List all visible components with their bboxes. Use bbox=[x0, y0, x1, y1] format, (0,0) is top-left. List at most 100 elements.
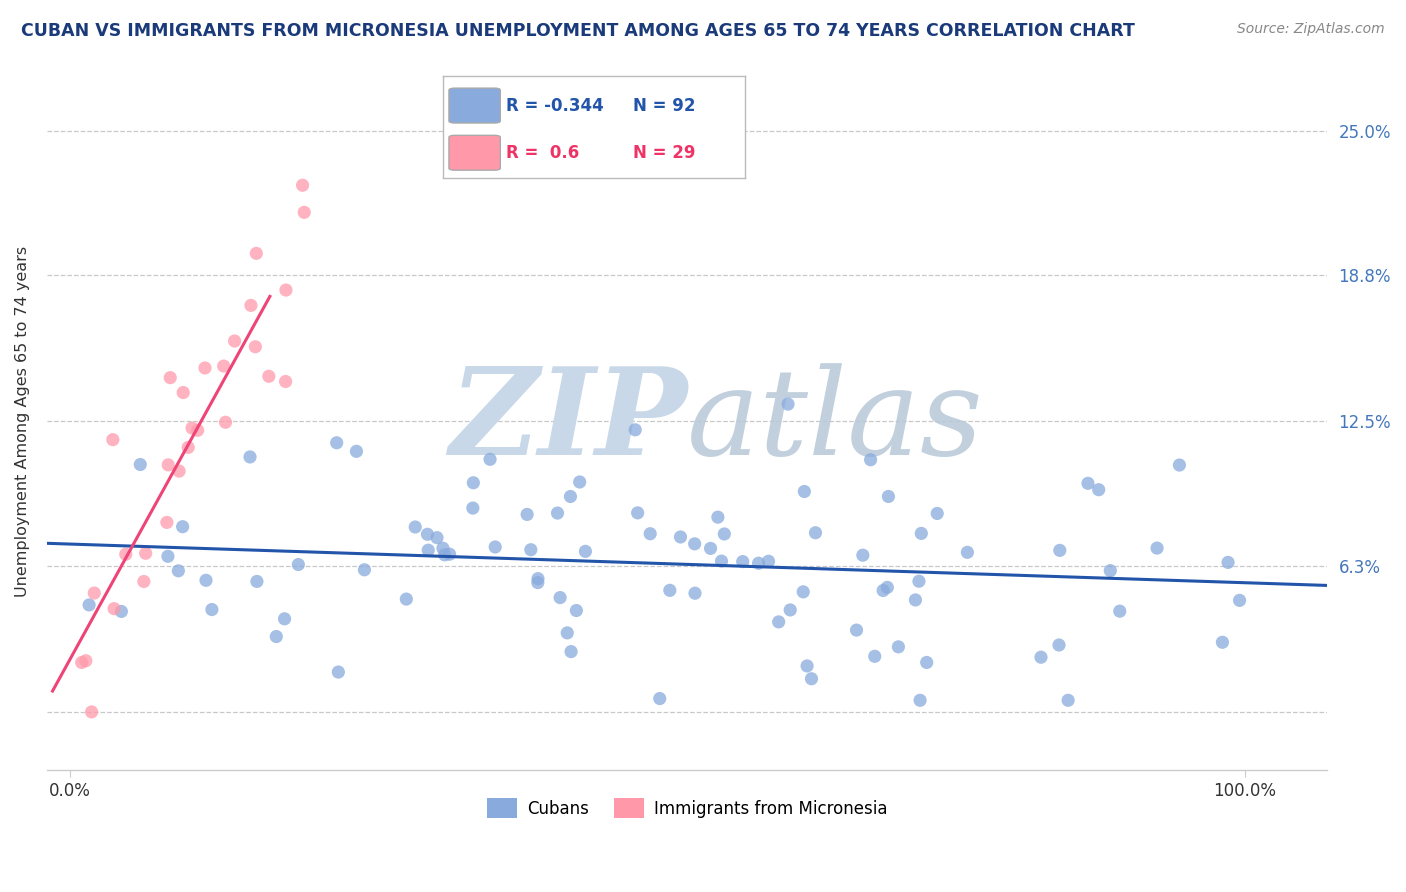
Point bbox=[1216, 555, 1239, 569]
Point bbox=[768, 615, 790, 629]
Point bbox=[101, 433, 124, 447]
Text: atlas: atlas bbox=[688, 363, 984, 480]
Point bbox=[463, 475, 485, 490]
Point bbox=[353, 563, 375, 577]
Point bbox=[80, 705, 103, 719]
Point bbox=[516, 508, 538, 522]
Text: R =  0.6: R = 0.6 bbox=[506, 144, 579, 161]
Point bbox=[669, 530, 692, 544]
Point bbox=[887, 640, 910, 654]
Point bbox=[560, 490, 582, 504]
Point bbox=[201, 602, 224, 616]
Point bbox=[1049, 543, 1071, 558]
Point bbox=[683, 586, 706, 600]
Text: R = -0.344: R = -0.344 bbox=[506, 96, 605, 114]
Point bbox=[159, 370, 181, 384]
Point bbox=[1077, 476, 1099, 491]
Point bbox=[796, 659, 818, 673]
Point bbox=[845, 623, 868, 637]
Point bbox=[555, 626, 578, 640]
Text: N = 92: N = 92 bbox=[633, 96, 696, 114]
Point bbox=[245, 340, 267, 354]
Point bbox=[156, 549, 179, 564]
Point bbox=[214, 415, 236, 429]
Point bbox=[520, 542, 543, 557]
Point bbox=[346, 444, 368, 458]
Point bbox=[1099, 564, 1122, 578]
Point bbox=[287, 558, 309, 572]
Point bbox=[956, 545, 979, 559]
Point bbox=[404, 520, 426, 534]
Text: ZIP: ZIP bbox=[449, 362, 688, 481]
Point bbox=[852, 548, 875, 562]
Point bbox=[776, 397, 799, 411]
Point bbox=[548, 591, 571, 605]
Point bbox=[167, 564, 190, 578]
Point bbox=[1211, 635, 1233, 649]
Point bbox=[194, 361, 217, 376]
Point bbox=[779, 603, 801, 617]
Point bbox=[395, 592, 418, 607]
FancyBboxPatch shape bbox=[449, 88, 501, 123]
Point bbox=[683, 537, 706, 551]
Point bbox=[135, 546, 157, 560]
Point bbox=[904, 593, 927, 607]
Point bbox=[574, 544, 596, 558]
Legend: Cubans, Immigrants from Micronesia: Cubans, Immigrants from Micronesia bbox=[479, 792, 894, 824]
Point bbox=[908, 574, 931, 589]
Point bbox=[658, 583, 681, 598]
Point bbox=[1146, 541, 1168, 555]
Point bbox=[433, 548, 456, 562]
Point bbox=[75, 654, 97, 668]
Point bbox=[560, 645, 582, 659]
Point bbox=[212, 359, 235, 373]
Point bbox=[83, 586, 105, 600]
Point bbox=[527, 575, 550, 590]
Point bbox=[908, 693, 931, 707]
Point bbox=[758, 554, 780, 568]
Point bbox=[172, 385, 194, 400]
Point bbox=[527, 572, 550, 586]
Point bbox=[132, 574, 155, 589]
Point bbox=[292, 205, 315, 219]
Point bbox=[710, 554, 733, 568]
Point bbox=[181, 421, 204, 435]
Point bbox=[114, 547, 136, 561]
Point bbox=[177, 441, 200, 455]
Text: Source: ZipAtlas.com: Source: ZipAtlas.com bbox=[1237, 22, 1385, 37]
Point bbox=[103, 601, 125, 615]
Point bbox=[877, 490, 900, 504]
Point bbox=[731, 555, 754, 569]
Point bbox=[291, 178, 314, 193]
Point bbox=[195, 574, 218, 588]
Point bbox=[172, 519, 194, 533]
Point bbox=[1087, 483, 1109, 497]
Text: CUBAN VS IMMIGRANTS FROM MICRONESIA UNEMPLOYMENT AMONG AGES 65 TO 74 YEARS CORRE: CUBAN VS IMMIGRANTS FROM MICRONESIA UNEM… bbox=[21, 22, 1135, 40]
Point bbox=[239, 450, 262, 464]
Point bbox=[1029, 650, 1052, 665]
Point bbox=[129, 458, 152, 472]
Point bbox=[418, 543, 440, 558]
Point bbox=[1108, 604, 1130, 618]
Point bbox=[416, 527, 439, 541]
Point bbox=[800, 672, 823, 686]
Point bbox=[239, 298, 262, 312]
Point bbox=[224, 334, 246, 348]
Point bbox=[266, 630, 288, 644]
Point bbox=[648, 691, 671, 706]
Point bbox=[432, 541, 454, 556]
Point bbox=[713, 527, 735, 541]
Point bbox=[792, 584, 814, 599]
Point bbox=[484, 540, 506, 554]
Point bbox=[245, 246, 267, 260]
Point bbox=[859, 452, 882, 467]
Point bbox=[565, 603, 588, 617]
Point bbox=[1047, 638, 1070, 652]
Point bbox=[699, 541, 721, 556]
Point bbox=[707, 510, 730, 524]
Point bbox=[1229, 593, 1251, 607]
Point bbox=[927, 507, 949, 521]
FancyBboxPatch shape bbox=[449, 136, 501, 170]
Point bbox=[547, 506, 569, 520]
Point bbox=[77, 598, 100, 612]
